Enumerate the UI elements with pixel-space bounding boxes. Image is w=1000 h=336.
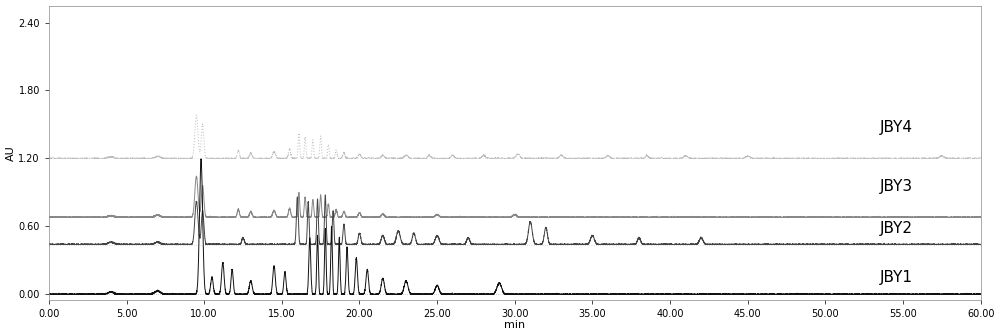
Text: JBY3: JBY3 [880,179,913,194]
Text: JBY1: JBY1 [880,270,913,285]
Text: JBY2: JBY2 [880,221,913,236]
Text: JBY4: JBY4 [880,120,913,135]
X-axis label: min: min [504,321,525,330]
Y-axis label: AU: AU [6,145,16,161]
